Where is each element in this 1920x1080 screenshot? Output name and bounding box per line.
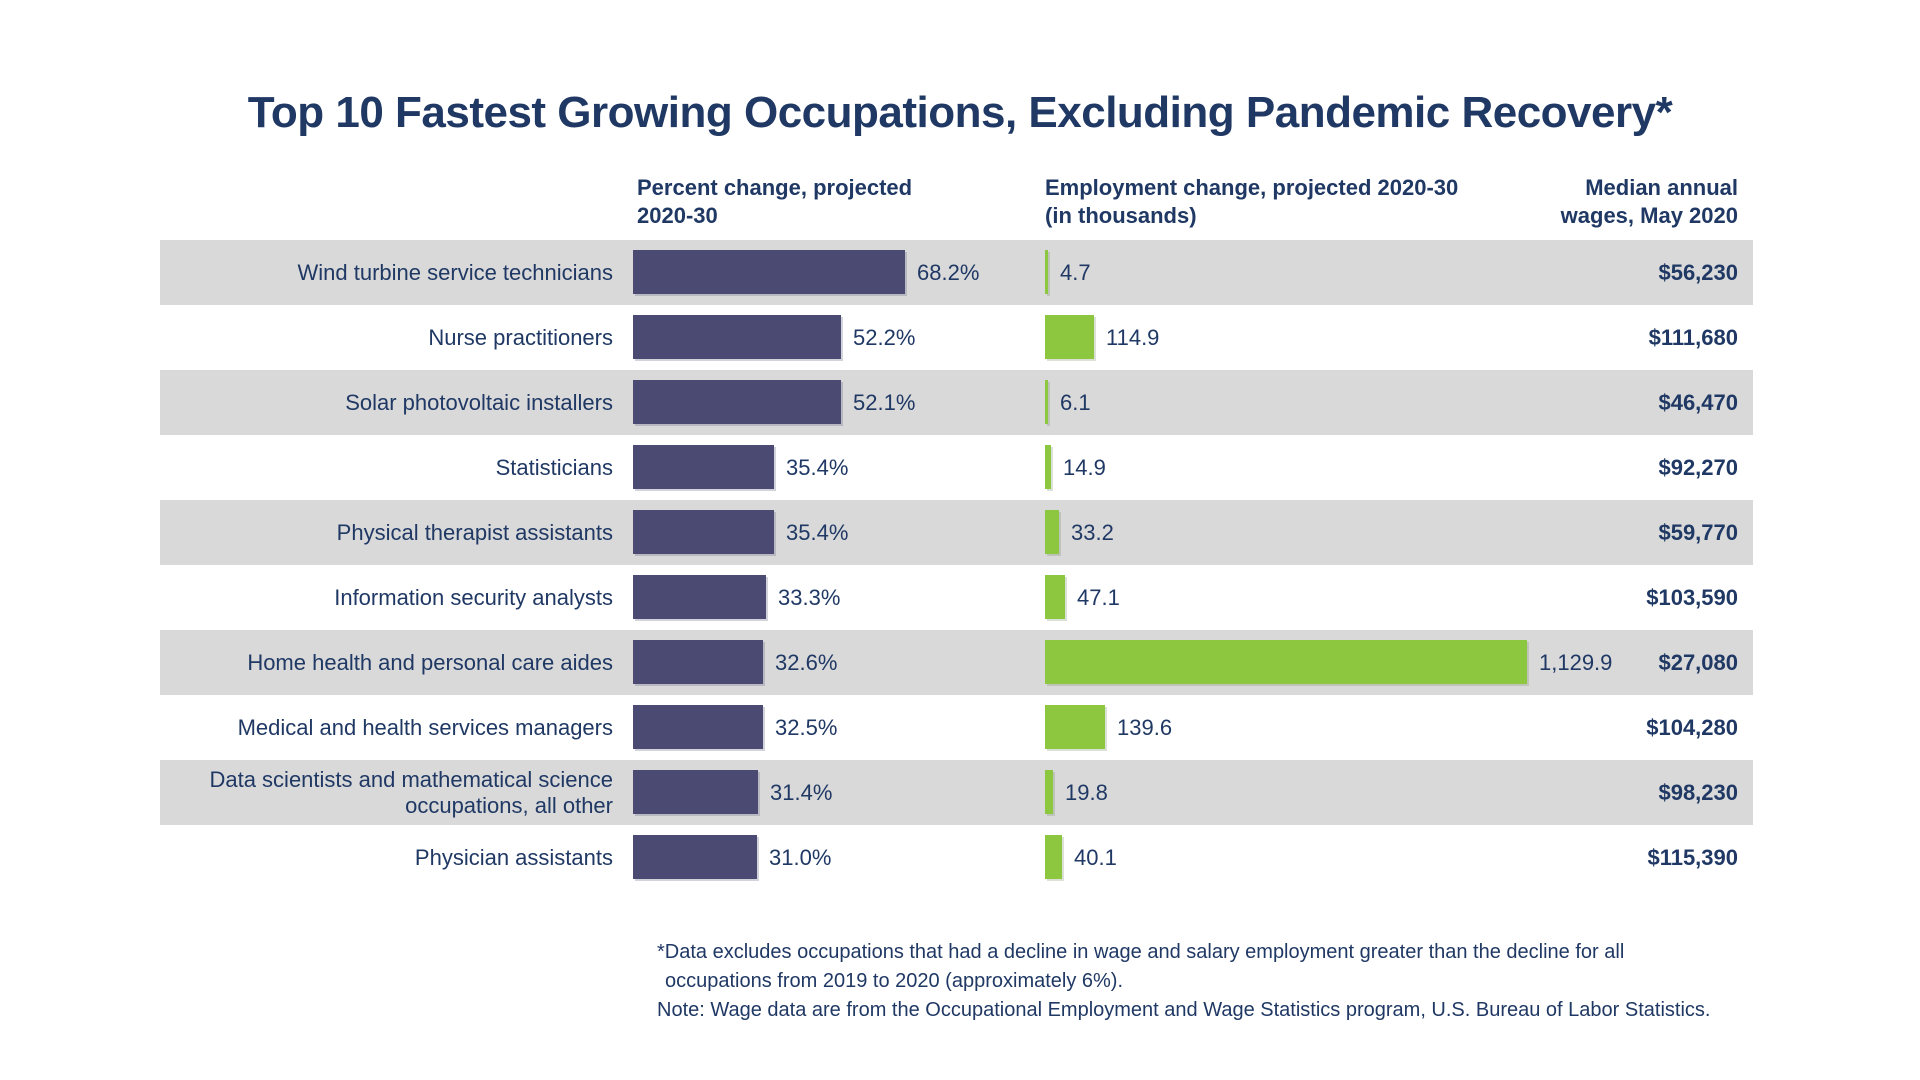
- employment-change-value: 1,129.9: [1539, 649, 1613, 675]
- table-row: Statisticians 35.4% 14.9 $92,270: [160, 435, 1753, 500]
- percent-change-value: 32.5%: [775, 714, 838, 740]
- employment-change-bar: [1045, 640, 1527, 684]
- percent-change-value: 35.4%: [786, 454, 849, 480]
- percent-change-value: 31.4%: [770, 779, 833, 805]
- employment-change-bar: [1045, 835, 1062, 879]
- percent-change-value: 32.6%: [775, 649, 838, 675]
- median-wage-value: $27,080: [1658, 649, 1738, 675]
- chart-rows: Wind turbine service technicians 68.2% 4…: [160, 240, 1753, 890]
- median-wage-value: $56,230: [1658, 259, 1738, 285]
- percent-change-bar: [633, 835, 757, 879]
- employment-change-bar: [1045, 510, 1059, 554]
- employment-change-value: 19.8: [1065, 779, 1108, 805]
- occupation-label: Physician assistants: [414, 844, 613, 870]
- employment-change-value: 114.9: [1106, 324, 1160, 350]
- column-header-median-wages: Median annual wages, May 2020: [1560, 175, 1738, 228]
- table-row: Home health and personal care aides 32.6…: [160, 630, 1753, 695]
- employment-change-bar: [1045, 315, 1094, 359]
- percent-change-value: 68.2%: [917, 259, 980, 285]
- footnote-line-2: occupations from 2019 to 2020 (approxima…: [665, 970, 1124, 992]
- table-row: Data scientists and mathematical science…: [160, 760, 1753, 825]
- percent-change-bar: [633, 445, 774, 489]
- percent-change-value: 52.1%: [853, 389, 916, 415]
- employment-change-value: 33.2: [1071, 519, 1114, 545]
- percent-change-value: 52.2%: [853, 324, 916, 350]
- median-wage-value: $115,390: [1647, 844, 1738, 870]
- footnote-line-3: Note: Wage data are from the Occupationa…: [657, 999, 1711, 1021]
- occupation-label: Wind turbine service technicians: [297, 259, 613, 285]
- employment-change-bar: [1045, 445, 1051, 489]
- table-row: Wind turbine service technicians 68.2% 4…: [160, 240, 1753, 305]
- table-row: Medical and health services managers 32.…: [160, 695, 1753, 760]
- percent-change-bar: [633, 510, 774, 554]
- median-wage-value: $111,680: [1648, 324, 1738, 350]
- table-row: Information security analysts 33.3% 47.1…: [160, 565, 1753, 630]
- employment-change-bar: [1045, 575, 1065, 619]
- median-wage-value: $59,770: [1658, 519, 1738, 545]
- percent-change-bar: [633, 250, 905, 294]
- employment-change-value: 40.1: [1074, 844, 1117, 870]
- median-wage-value: $103,590: [1646, 584, 1738, 610]
- occupation-label: Nurse practitioners: [428, 324, 613, 350]
- footnote-line-1: *Data excludes occupations that had a de…: [657, 941, 1625, 963]
- employment-change-value: 47.1: [1077, 584, 1120, 610]
- percent-change-bar: [633, 640, 763, 684]
- median-wage-value: $98,230: [1658, 779, 1738, 805]
- occupation-label: Data scientists and mathematical science…: [209, 766, 613, 818]
- percent-change-value: 31.0%: [769, 844, 832, 870]
- percent-change-value: 33.3%: [778, 584, 841, 610]
- employment-change-value: 6.1: [1060, 389, 1091, 415]
- employment-change-value: 139.6: [1117, 714, 1173, 740]
- employment-change-bar: [1045, 250, 1048, 294]
- median-wage-value: $104,280: [1646, 714, 1738, 740]
- percent-change-bar: [633, 380, 841, 424]
- occupation-label: Home health and personal care aides: [247, 649, 613, 675]
- median-wage-value: $46,470: [1658, 389, 1738, 415]
- table-row: Nurse practitioners 52.2% 114.9 $111,680: [160, 305, 1753, 370]
- occupation-label: Medical and health services managers: [237, 714, 613, 740]
- footnotes: *Data excludes occupations that had a de…: [657, 938, 1710, 1025]
- percent-change-value: 35.4%: [786, 519, 849, 545]
- table-row: Solar photovoltaic installers 52.1% 6.1 …: [160, 370, 1753, 435]
- occupation-label: Information security analysts: [334, 584, 613, 610]
- occupation-label: Solar photovoltaic installers: [345, 389, 613, 415]
- employment-change-bar: [1045, 770, 1053, 814]
- occupation-label: Statisticians: [495, 454, 613, 480]
- employment-change-bar: [1045, 380, 1048, 424]
- page-title: Top 10 Fastest Growing Occupations, Excl…: [247, 88, 1673, 137]
- percent-change-bar: [633, 315, 841, 359]
- percent-change-bar: [633, 705, 763, 749]
- table-row: Physical therapist assistants 35.4% 33.2…: [160, 500, 1753, 565]
- column-header-percent-change: Percent change, projected 2020-30: [637, 175, 913, 228]
- percent-change-bar: [633, 575, 766, 619]
- percent-change-bar: [633, 770, 758, 814]
- table-row: Physician assistants 31.0% 40.1 $115,390: [160, 825, 1753, 890]
- employment-change-bar: [1045, 705, 1105, 749]
- column-header-employment-change: Employment change, projected 2020-30 (in…: [1045, 175, 1459, 228]
- occupation-label: Physical therapist assistants: [336, 519, 613, 545]
- employment-change-value: 4.7: [1060, 259, 1091, 285]
- median-wage-value: $92,270: [1658, 454, 1738, 480]
- employment-change-value: 14.9: [1063, 454, 1106, 480]
